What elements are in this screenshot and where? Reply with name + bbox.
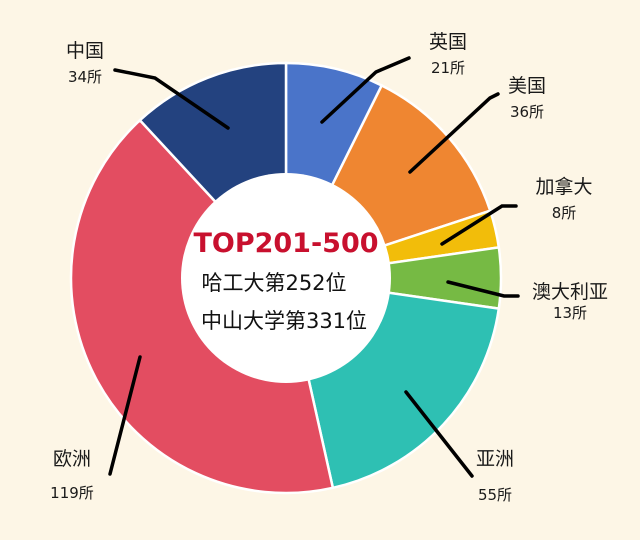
category-label-7: 中国 [66,40,104,62]
value-label-4: 13所 [553,304,587,322]
value-label-3: 8所 [552,204,577,222]
donut-hole [181,173,391,383]
category-label-5: 亚洲 [476,448,514,470]
center-line-1: 哈工大第252位 [201,271,346,295]
value-label-6: 119所 [50,484,94,502]
value-label-1: 21所 [431,59,465,77]
value-label-7: 34所 [68,68,102,86]
category-label-4: 澳大利亚 [532,281,608,303]
center-title: TOP201-500 [193,228,378,259]
category-label-2: 美国 [508,75,546,97]
value-label-5: 55所 [478,486,512,504]
leader-line-1 [320,56,411,124]
leader-line-4 [446,280,520,298]
leader-line-6 [108,355,142,476]
category-label-3: 加拿大 [535,175,592,198]
leader-line-3 [440,204,518,246]
category-label-1: 英国 [429,31,467,53]
leader-line-2 [408,92,500,174]
leader-line-7 [113,68,230,130]
center-line-2: 中山大学第331位 [201,309,367,333]
value-label-2: 36所 [510,103,544,121]
leader-lines-group [108,56,520,478]
category-label-6: 欧洲 [53,448,91,470]
leader-line-5 [404,390,474,478]
